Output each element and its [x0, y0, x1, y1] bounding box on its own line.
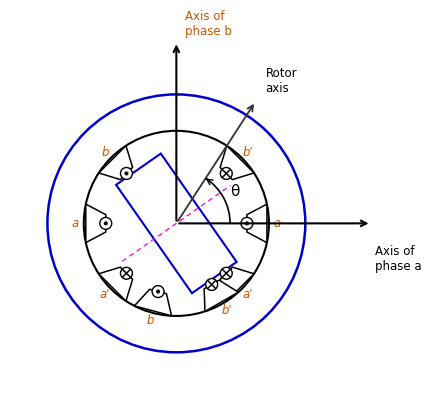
Polygon shape — [99, 146, 133, 180]
Polygon shape — [247, 204, 267, 242]
Circle shape — [220, 168, 232, 179]
Text: b': b' — [242, 145, 253, 159]
Text: Axis of
phase b: Axis of phase b — [184, 10, 232, 38]
Circle shape — [104, 222, 108, 225]
Circle shape — [121, 168, 132, 179]
Circle shape — [156, 290, 160, 293]
Circle shape — [125, 172, 128, 175]
Polygon shape — [220, 267, 254, 301]
Circle shape — [206, 278, 218, 290]
Text: b: b — [146, 314, 154, 327]
Text: Axis of
phase a: Axis of phase a — [375, 245, 421, 273]
Text: θ: θ — [230, 184, 239, 199]
Text: a: a — [72, 217, 79, 230]
Polygon shape — [134, 289, 172, 316]
Polygon shape — [220, 146, 254, 180]
Polygon shape — [204, 280, 238, 311]
Text: a': a' — [242, 288, 253, 301]
Polygon shape — [86, 204, 106, 242]
Text: b': b' — [222, 304, 232, 317]
Text: a: a — [273, 217, 281, 230]
Text: b: b — [102, 145, 109, 159]
Circle shape — [121, 267, 132, 279]
Circle shape — [245, 222, 248, 225]
Circle shape — [241, 217, 253, 229]
Polygon shape — [99, 267, 133, 301]
Text: a': a' — [100, 288, 110, 301]
Circle shape — [100, 217, 112, 229]
Circle shape — [152, 286, 164, 297]
Circle shape — [220, 267, 232, 279]
Text: Rotor
axis: Rotor axis — [266, 67, 297, 95]
